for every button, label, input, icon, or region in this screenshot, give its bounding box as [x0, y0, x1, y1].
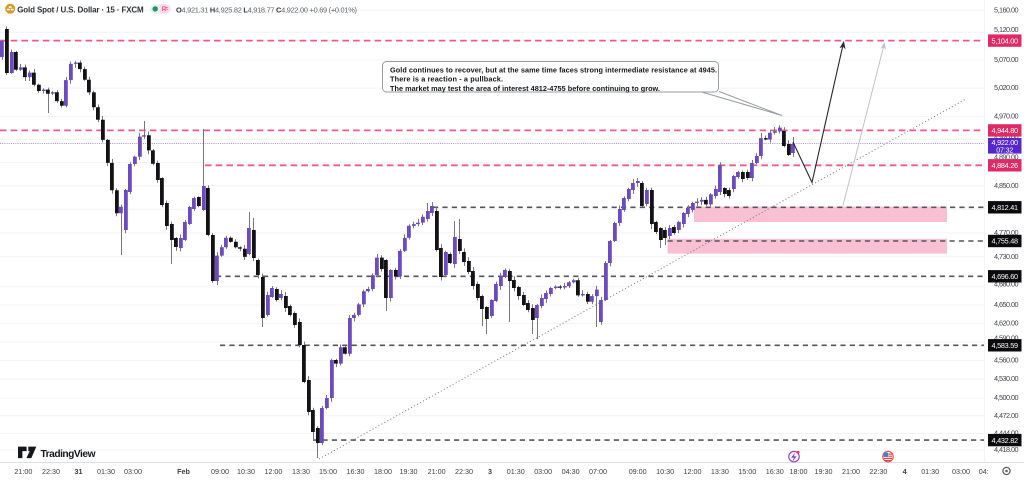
svg-text:4,432.82: 4,432.82 — [992, 436, 1019, 445]
svg-text:21:00: 21:00 — [14, 467, 32, 476]
svg-text:4,755.48: 4,755.48 — [992, 237, 1019, 246]
svg-text:Gold continues to recover, but: Gold continues to recover, but at the sa… — [390, 65, 717, 74]
svg-text:4: 4 — [903, 467, 907, 476]
svg-text:3: 3 — [488, 467, 492, 476]
svg-text:4,770.00: 4,770.00 — [994, 228, 1019, 237]
svg-text:01:30: 01:30 — [921, 467, 939, 476]
svg-text:4,583.59: 4,583.59 — [992, 341, 1019, 350]
svg-text:4,680.00: 4,680.00 — [994, 280, 1019, 289]
svg-text:5,070.00: 5,070.00 — [994, 55, 1019, 64]
svg-text:13:30: 13:30 — [711, 467, 729, 476]
svg-text:4,560.00: 4,560.00 — [994, 356, 1019, 365]
svg-text:O4,921.31 H4,925.82 L4,918.77: O4,921.31 H4,925.82 L4,918.77 C4,922.00 … — [176, 5, 357, 14]
svg-text:21:00: 21:00 — [428, 467, 446, 476]
svg-text:12:00: 12:00 — [684, 467, 702, 476]
svg-text:13:30: 13:30 — [292, 467, 310, 476]
svg-text:10:30: 10:30 — [656, 467, 674, 476]
svg-text:The market may test the area o: The market may test the area of interest… — [390, 84, 660, 93]
svg-text:4,620.00: 4,620.00 — [994, 319, 1019, 328]
svg-text:There is a reaction - a pullba: There is a reaction - a pullback. — [390, 75, 503, 84]
svg-text:4,590.00: 4,590.00 — [994, 334, 1019, 343]
svg-text:07:00: 07:00 — [589, 467, 607, 476]
svg-text:4,884.26: 4,884.26 — [992, 161, 1019, 170]
svg-text:16:30: 16:30 — [347, 467, 365, 476]
svg-text:21:00: 21:00 — [842, 467, 860, 476]
svg-text:4,418.00: 4,418.00 — [994, 445, 1019, 454]
svg-text:01:30: 01:30 — [507, 467, 525, 476]
svg-text:22:30: 22:30 — [455, 467, 473, 476]
svg-text:4,890.00: 4,890.00 — [994, 153, 1019, 162]
svg-text:4,920.00: 4,920.00 — [994, 133, 1019, 142]
svg-text:4,944.80: 4,944.80 — [992, 126, 1019, 135]
svg-text:4,730.00: 4,730.00 — [994, 252, 1019, 261]
svg-text:15:00: 15:00 — [319, 467, 337, 476]
svg-text:4,970.00: 4,970.00 — [994, 112, 1019, 121]
svg-text:31: 31 — [75, 467, 83, 476]
svg-text:4,922.00: 4,922.00 — [992, 138, 1019, 147]
svg-text:01:30: 01:30 — [97, 467, 115, 476]
svg-text:12:00: 12:00 — [264, 467, 282, 476]
svg-text:18:00: 18:00 — [790, 467, 808, 476]
svg-text:4,500.00: 4,500.00 — [994, 393, 1019, 402]
svg-text:4,650.00: 4,650.00 — [994, 300, 1019, 309]
svg-text:4,812.41: 4,812.41 — [992, 203, 1019, 212]
svg-text:03:00: 03:00 — [124, 467, 142, 476]
svg-text:04:: 04: — [979, 467, 989, 476]
svg-text:4,850.00: 4,850.00 — [994, 181, 1019, 190]
svg-text:Feb: Feb — [177, 467, 190, 476]
svg-text:4,696.60: 4,696.60 — [992, 272, 1019, 281]
svg-text:19:30: 19:30 — [815, 467, 833, 476]
svg-text:16:30: 16:30 — [766, 467, 784, 476]
svg-text:Gold Spot / U.S. Dollar · 15 ·: Gold Spot / U.S. Dollar · 15 · FXCM — [17, 6, 144, 15]
svg-text:22:30: 22:30 — [42, 467, 60, 476]
svg-text:5,120.00: 5,120.00 — [994, 25, 1019, 34]
svg-text:03:00: 03:00 — [534, 467, 552, 476]
svg-text:5,160.00: 5,160.00 — [994, 5, 1019, 14]
svg-text:5,104.00: 5,104.00 — [992, 36, 1019, 45]
svg-text:09:00: 09:00 — [211, 467, 229, 476]
svg-text:07:32: 07:32 — [996, 148, 1013, 155]
svg-text:18:00: 18:00 — [374, 467, 392, 476]
svg-text:03:00: 03:00 — [952, 467, 970, 476]
svg-text:4,530.00: 4,530.00 — [994, 374, 1019, 383]
svg-text:19:30: 19:30 — [400, 467, 418, 476]
svg-text:22:30: 22:30 — [869, 467, 887, 476]
svg-text:4,444.00: 4,444.00 — [994, 429, 1019, 438]
svg-text:15:00: 15:00 — [738, 467, 756, 476]
svg-text:10:30: 10:30 — [237, 467, 255, 476]
svg-text:5,020.00: 5,020.00 — [994, 83, 1019, 92]
svg-text:TradingView: TradingView — [41, 449, 96, 460]
svg-text:04:30: 04:30 — [562, 467, 580, 476]
svg-text:09:00: 09:00 — [629, 467, 647, 476]
svg-text:4,472.00: 4,472.00 — [994, 411, 1019, 420]
